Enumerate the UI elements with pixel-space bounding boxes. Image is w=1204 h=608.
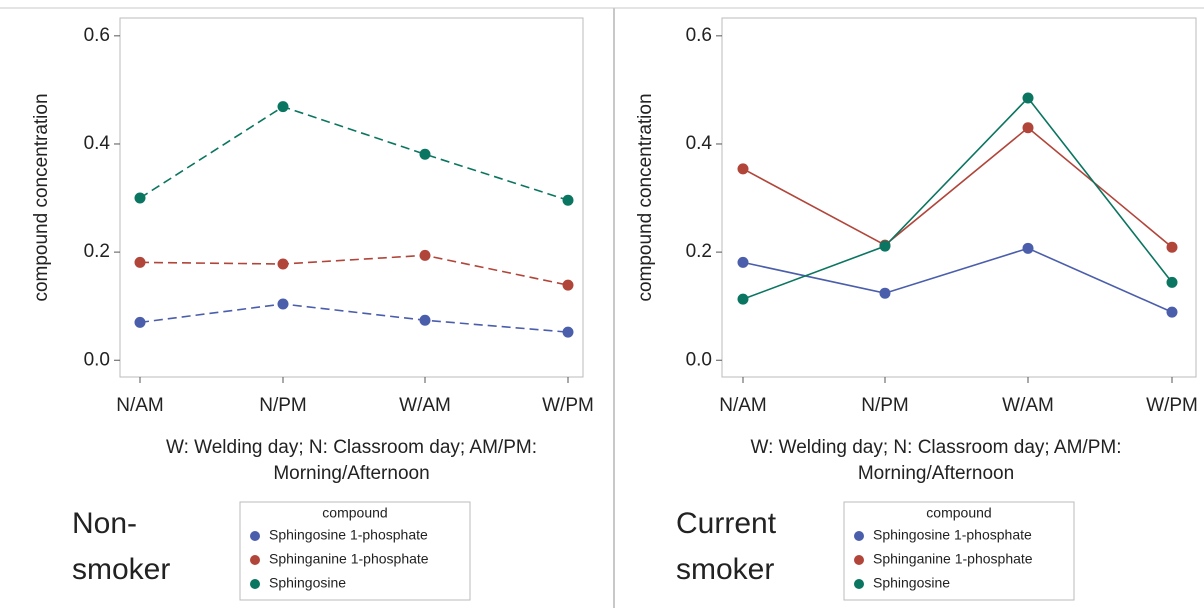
data-point [737, 256, 749, 268]
data-point [562, 194, 574, 206]
x-axis-label: W: Welding day; N: Classroom day; AM/PM: [166, 437, 537, 458]
y-tick-label: 0.4 [686, 133, 713, 154]
y-tick-label: 0.6 [84, 25, 110, 46]
x-tick-label: W/AM [1002, 395, 1054, 416]
series-line [139, 254, 569, 286]
panel-annotation: smoker [72, 553, 170, 586]
y-tick-label: 0.0 [686, 349, 712, 370]
panel-annotation: smoker [676, 553, 774, 586]
legend-label: Sphinganine 1-phosphate [873, 551, 1033, 567]
legend-marker [854, 555, 864, 565]
data-point [419, 249, 431, 261]
x-axis-label: Morning/Afternoon [858, 463, 1014, 484]
x-tick-label: N/PM [259, 395, 307, 416]
data-point [134, 316, 146, 328]
legend-label: Sphingosine 1-phosphate [269, 527, 428, 543]
data-point [277, 298, 289, 310]
x-axis-label: W: Welding day; N: Classroom day; AM/PM: [751, 437, 1122, 458]
y-axis-label: compound concentration [635, 93, 656, 301]
legend [843, 501, 1075, 601]
legend-marker [250, 579, 260, 589]
data-point [737, 163, 749, 175]
data-point [419, 314, 431, 326]
data-point [419, 148, 431, 160]
legend-label: Sphingosine 1-phosphate [873, 527, 1032, 543]
series-line [139, 303, 569, 333]
data-point [277, 101, 289, 113]
legend-marker [250, 531, 260, 541]
y-tick-label: 0.2 [84, 241, 110, 262]
legend-title: compound [926, 505, 991, 521]
legend-marker [854, 531, 864, 541]
legend-label: Sphingosine [873, 575, 950, 591]
data-point [1166, 306, 1178, 318]
y-tick-label: 0.6 [686, 25, 712, 46]
x-axis-label: Morning/Afternoon [273, 463, 429, 484]
y-axis-label: compound concentration [31, 93, 52, 301]
series-line [139, 105, 569, 201]
series-line [742, 247, 1173, 313]
x-tick-label: N/AM [116, 395, 164, 416]
y-tick-label: 0.2 [686, 241, 712, 262]
data-point [134, 256, 146, 268]
data-point [1022, 92, 1034, 104]
x-tick-label: W/AM [399, 395, 451, 416]
data-point [1022, 122, 1034, 134]
panel-annotation: Non- [72, 507, 137, 540]
x-tick-label: N/AM [719, 395, 767, 416]
data-point [1166, 241, 1178, 253]
y-tick-label: 0.4 [84, 133, 111, 154]
x-tick-label: N/PM [861, 395, 909, 416]
data-point [562, 326, 574, 338]
legend-title: compound [322, 505, 387, 521]
data-point [277, 258, 289, 270]
legend [239, 501, 471, 601]
data-point [134, 192, 146, 204]
data-point [1022, 242, 1034, 254]
legend-marker [250, 555, 260, 565]
data-point [1166, 276, 1178, 288]
x-tick-label: W/PM [542, 395, 594, 416]
data-point [562, 279, 574, 291]
panel-annotation: Current [676, 507, 777, 540]
x-tick-label: W/PM [1146, 395, 1198, 416]
series-line [742, 96, 1173, 300]
data-point [879, 287, 891, 299]
plot-area [119, 17, 584, 378]
y-tick-label: 0.0 [84, 349, 110, 370]
series-line [742, 126, 1173, 248]
data-point [879, 240, 891, 252]
legend-label: Sphingosine [269, 575, 346, 591]
legend-marker [854, 579, 864, 589]
data-point [737, 293, 749, 305]
legend-label: Sphinganine 1-phosphate [269, 551, 429, 567]
plot-area [721, 17, 1197, 378]
